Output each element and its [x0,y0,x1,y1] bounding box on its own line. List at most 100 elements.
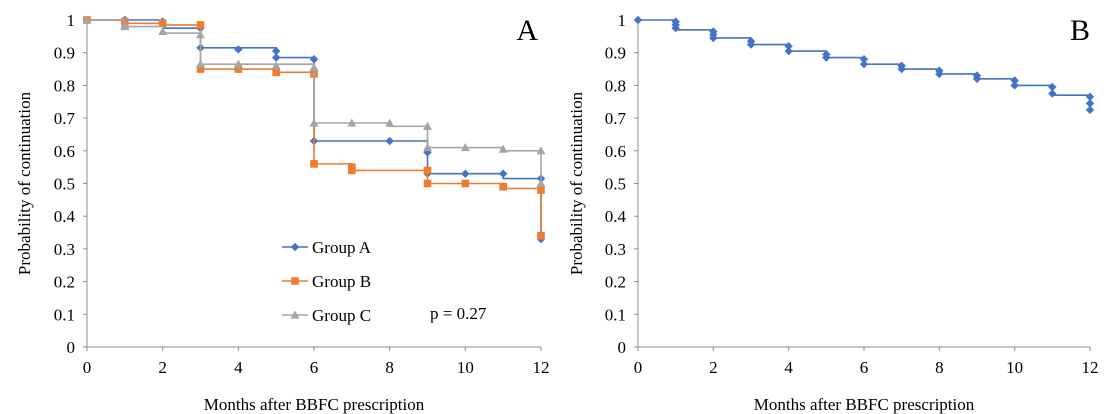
series-point [196,59,205,68]
series-point [271,53,281,62]
series-point [972,74,982,84]
series-point [461,179,470,188]
y-axis-title: Probability of continuation [567,91,586,275]
series-point [1048,82,1057,92]
series-point [859,55,869,64]
panel-label: A [516,14,538,47]
series-point [423,143,432,152]
series-point [82,15,92,24]
series-point [423,166,432,175]
x-tick-label: 10 [457,358,474,377]
x-tick-label: 4 [234,358,243,377]
y-tick-label: 0.2 [605,273,626,292]
series-point [784,41,793,51]
series-point [196,30,205,39]
x-tick-label: 2 [709,358,718,377]
y-tick-label: 0.6 [605,142,626,161]
legend-swatch-marker [290,310,300,319]
series-point [158,19,167,28]
legend-entry: Group C [312,306,371,325]
series-point [158,26,168,36]
x-tick-label: 4 [784,358,793,377]
series-point [233,59,243,68]
series-point [347,118,357,127]
y-tick-label: 0.5 [54,175,75,194]
series-point [423,121,432,130]
x-axis-title: Months after BBFC prescription [204,395,425,414]
y-tick-label: 1 [618,11,627,30]
x-tick-label: 0 [634,358,643,377]
series-point [536,146,546,155]
series-point [709,33,718,43]
y-tick-label: 0.3 [605,240,626,259]
x-tick-label: 6 [860,358,869,377]
y-tick-label: 0.5 [605,175,626,194]
series-point [536,179,546,188]
y-tick-label: 0.1 [605,305,626,324]
series-point [234,45,243,54]
series-point [746,40,756,49]
series-point [1010,76,1019,85]
series-point [460,143,470,152]
series-point [423,148,432,157]
y-tick-label: 0.7 [605,109,627,128]
y-tick-label: 0 [618,338,627,357]
series-point [671,23,680,33]
x-tick-label: 10 [1006,358,1023,377]
series-point [935,69,944,79]
series-point [1048,89,1057,98]
series-point [271,46,281,56]
y-tick-label: 0.4 [54,207,76,226]
x-tick-label: 0 [83,358,92,377]
y-tick-label: 0.8 [605,76,626,95]
series-point [309,62,319,72]
series-point [309,118,319,127]
y-tick-label: 0.2 [54,273,75,292]
series-point [1085,99,1095,108]
series-point [1010,81,1019,90]
series-line [87,19,542,236]
y-tick-label: 0.4 [605,207,627,226]
p-value-annotation: p = 0.27 [430,304,487,323]
y-tick-label: 0.1 [54,305,75,324]
x-tick-label: 12 [1082,358,1099,377]
y-tick-label: 0.3 [54,240,75,259]
series-point [423,179,432,188]
series-point [196,21,205,29]
series-point [271,61,281,70]
series-point [272,68,280,77]
series-point [120,22,130,31]
series-point [537,232,545,240]
x-tick-label: 6 [310,358,319,377]
legend-entry: Group A [312,238,372,257]
x-tick-label: 2 [158,358,167,377]
x-axis-title: Months after BBFC prescription [754,395,975,414]
series-point [537,186,545,194]
y-tick-label: 0 [67,338,76,357]
y-tick-label: 0.9 [54,44,75,63]
y-axis-title: Probability of continuation [15,91,34,275]
legend-entry: Group B [312,272,371,291]
series-point [309,55,319,64]
y-tick-label: 0.8 [54,76,75,95]
y-tick-label: 1 [67,11,76,30]
y-tick-label: 0.6 [54,142,75,161]
y-tick-label: 0.9 [605,44,626,63]
legend-swatch-marker [290,242,300,252]
series-point [499,182,507,191]
series-point [784,46,793,56]
x-tick-label: 8 [385,358,394,377]
series-point [310,160,318,168]
series-point [385,136,394,146]
series-point [822,53,831,62]
series-point [385,118,395,127]
series-point [498,144,508,153]
x-tick-label: 12 [533,358,550,377]
series-point [1085,105,1095,115]
series-point [461,169,470,178]
y-tick-label: 0.7 [54,109,76,128]
series-point [498,169,508,178]
series-point [1085,92,1095,102]
series-point [234,65,243,73]
